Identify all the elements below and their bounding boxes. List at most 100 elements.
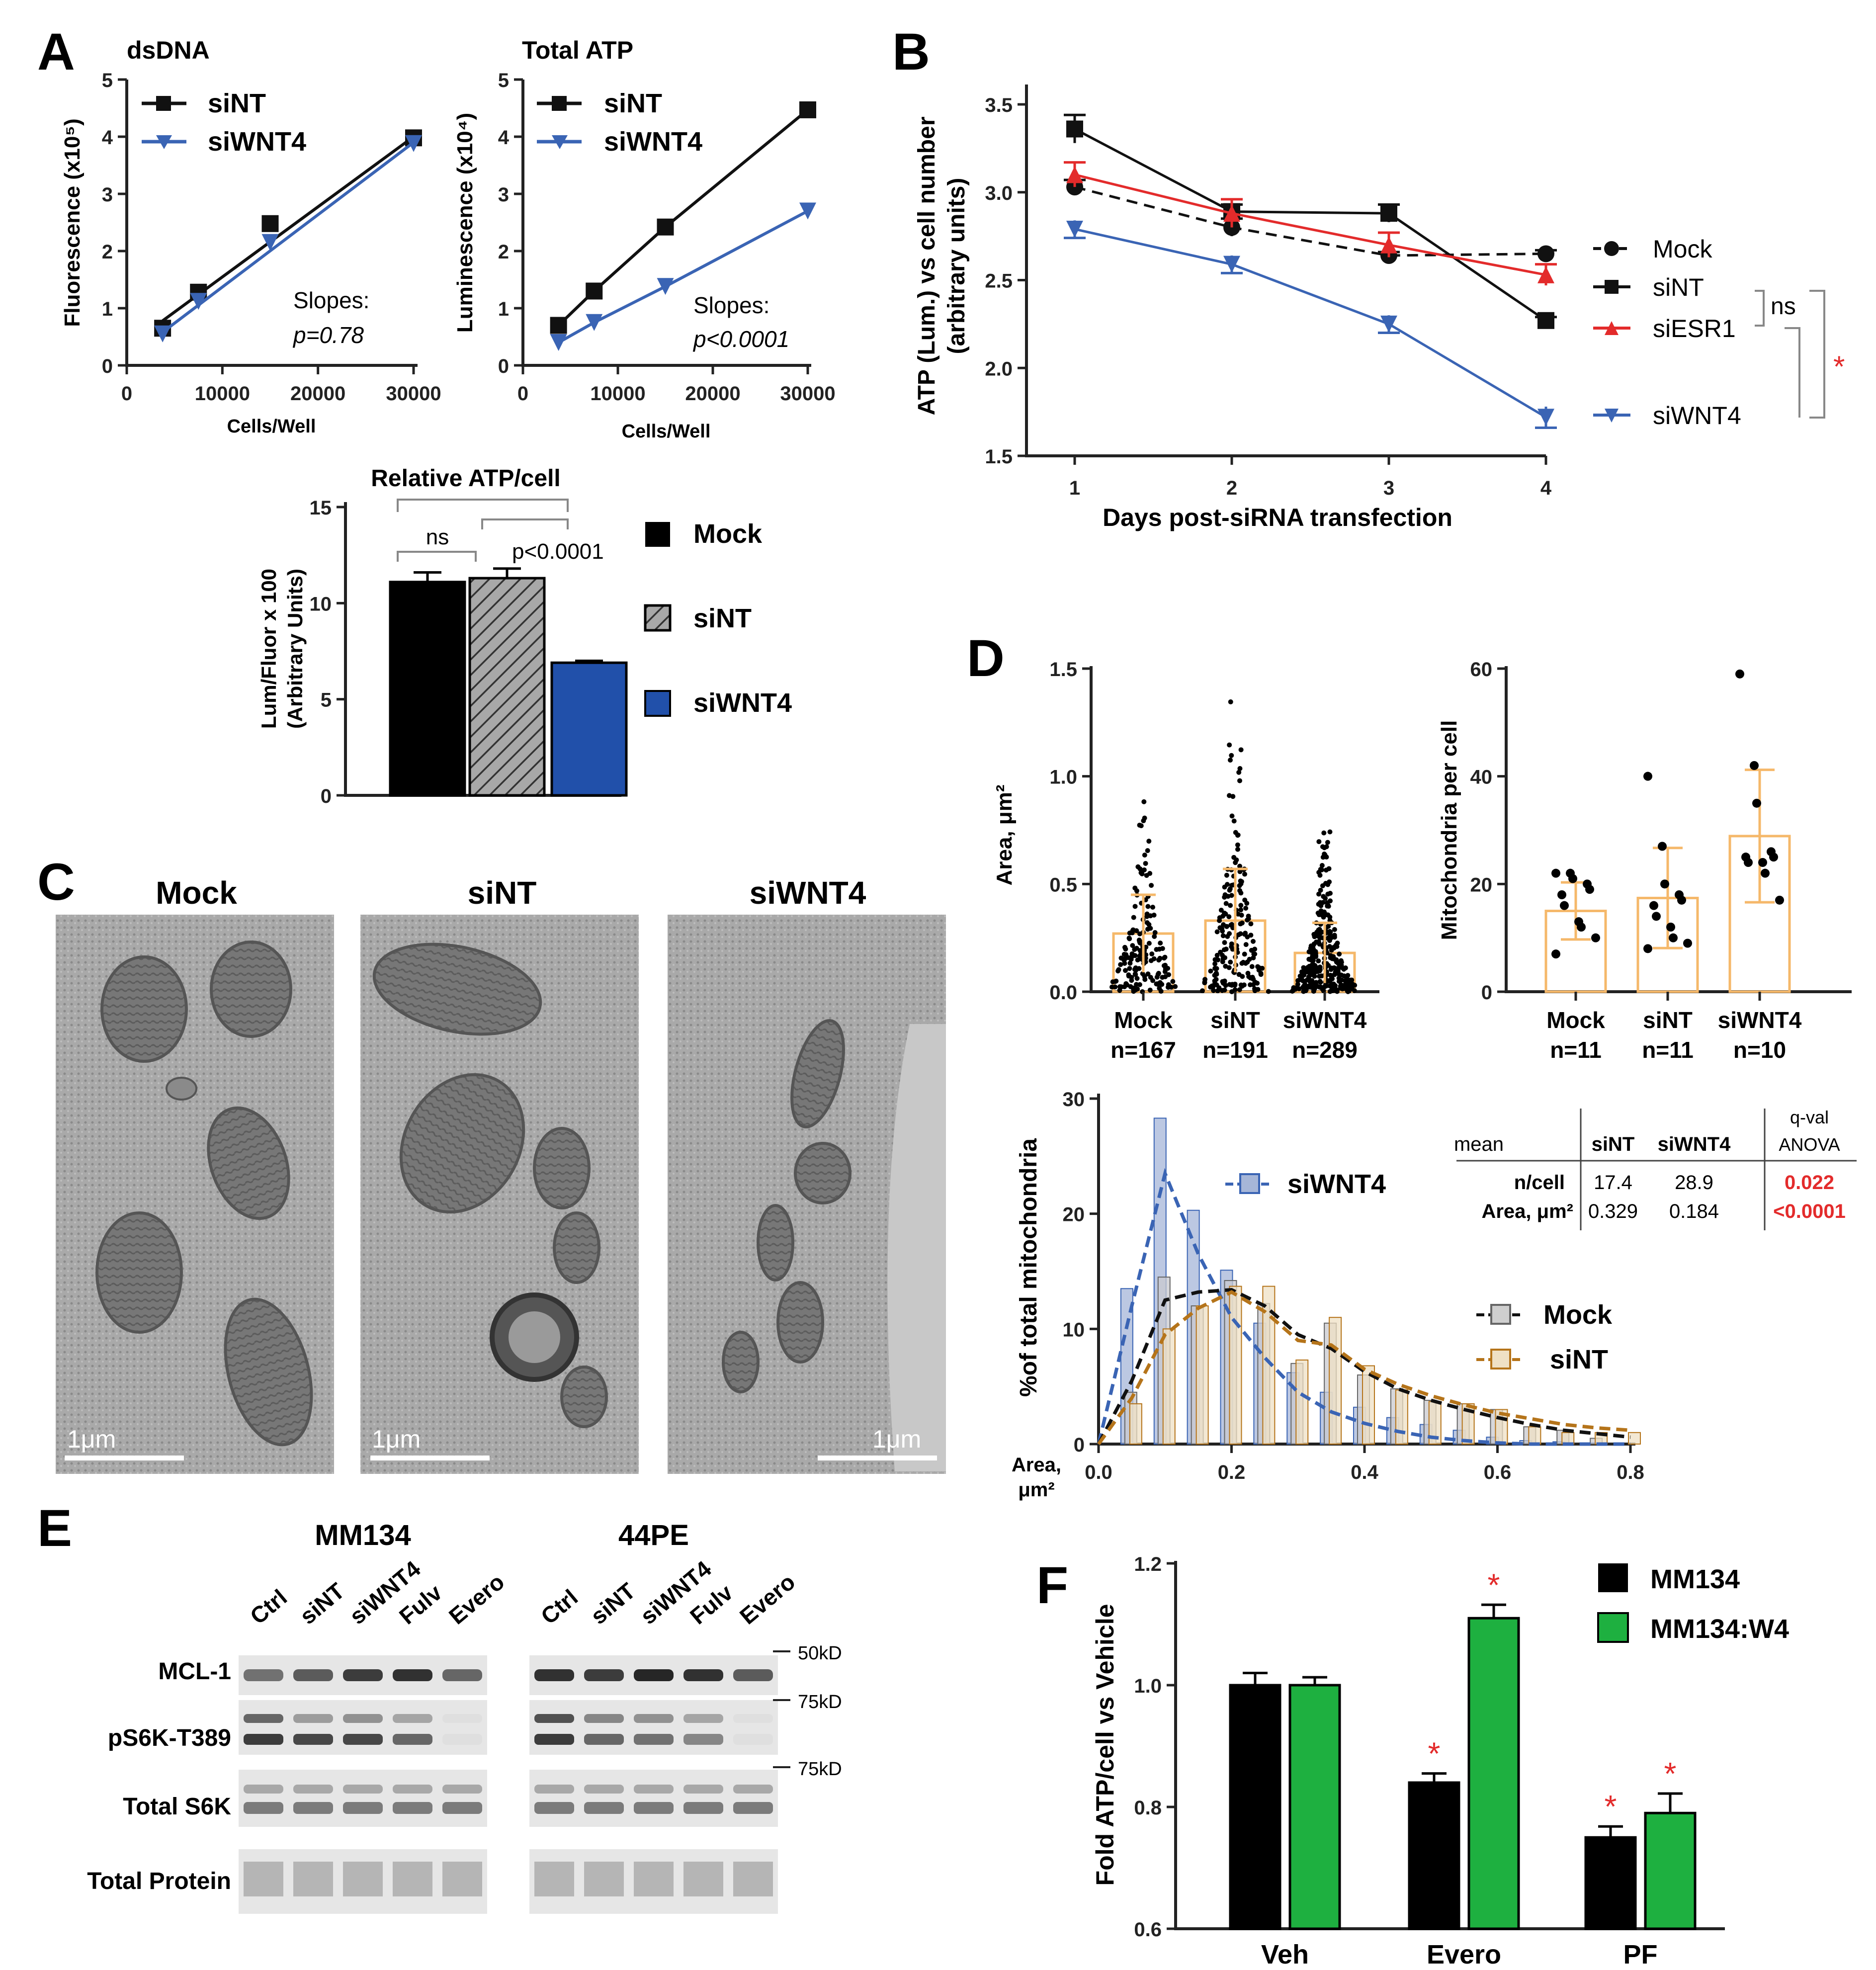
data-point-sint: [1252, 951, 1258, 957]
chart-a3-legend-siwnt4: siWNT4: [693, 688, 792, 718]
band-total-protein-44pe-siwnt4: [634, 1862, 674, 1896]
panel-label-e: E: [37, 1499, 72, 1557]
legend-swatch-mock: [645, 522, 670, 547]
point-siwnt4: [1537, 409, 1554, 426]
data-point-siwnt4: [1316, 901, 1321, 907]
chart-a3-relative-atp: Relative ATP/cell 0 5 10 15 Lum/Fluor x 100…: [257, 465, 792, 807]
em-scalebar-sint: 1μm: [372, 1425, 421, 1453]
data-point-sint: [1237, 766, 1243, 771]
legend-swatch-mm134: [1598, 1563, 1628, 1592]
data-point-mock: [1146, 839, 1152, 844]
chart-a1-ytick-label: 2: [102, 241, 113, 263]
data-point-mock: [1162, 954, 1168, 960]
band-ps6k-upper-mm134-evero: [442, 1714, 482, 1723]
table-row-area-q: <0.0001: [1773, 1200, 1846, 1222]
chart-a1-xlabel: Cells/Well: [227, 416, 316, 437]
chart-b-bracket-star-label: *: [1833, 350, 1845, 383]
point-sint: [1537, 312, 1554, 329]
chart-f-fold-atp: 0.6 0.8 1.0 1.2 Fold ATP/cell vs Vehicle Ve…: [1091, 1553, 1789, 1970]
data-point-mock: [1117, 984, 1123, 989]
chart-a1-ytick-label: 5: [102, 70, 113, 91]
data-point-sint: [1208, 968, 1213, 974]
chart-a1-xtick-label: 10000: [195, 383, 250, 405]
data-point-mock: [1158, 941, 1163, 946]
data-point-mock: [1122, 984, 1127, 990]
chart-a3-legend-mock: Mock: [693, 519, 763, 549]
data-point-sint: [1250, 939, 1256, 944]
data-point-sint: [1214, 966, 1219, 971]
data-point-siwnt4: [1735, 669, 1744, 679]
data-point-mock: [1154, 981, 1159, 987]
data-point-siwnt4: [1310, 972, 1315, 977]
data-point-siwnt4: [1319, 930, 1325, 935]
band-s6k-upper-44pe-siwnt4: [634, 1785, 674, 1794]
blot-lane-44pe-sint: siNT: [586, 1578, 640, 1629]
chart-a2-xtick-label: 30000: [780, 383, 835, 405]
chart-f-ytick-label: 0.8: [1134, 1797, 1162, 1819]
data-point-siwnt4: [1321, 830, 1327, 836]
band-s6k-upper-44pe-evero: [733, 1785, 773, 1794]
chart-a1-annotation-slopes: Slopes:: [293, 287, 369, 313]
data-point-siwnt4: [1334, 959, 1339, 965]
data-point-siwnt4: [1750, 761, 1759, 770]
blot-lane-mm134-evero: Evero: [444, 1569, 509, 1629]
band-s6k-lower-mm134-ctrl: [244, 1802, 283, 1814]
data-point-sint: [1237, 987, 1242, 992]
data-point-mock: [1118, 955, 1124, 961]
chart-b-bracket-star: [1809, 290, 1825, 419]
chart-b-xtick-label: 4: [1540, 477, 1552, 499]
significance-star-mm134-pf: *: [1605, 1789, 1617, 1824]
blot-row-mcl1: MCL-1: [158, 1658, 231, 1685]
data-point-mock: [1143, 952, 1149, 957]
data-point-mock: [1170, 979, 1176, 984]
band-ps6k-upper-44pe-siwnt4: [634, 1714, 674, 1723]
data-point-sint: [1218, 949, 1223, 955]
data-point-sint: [1213, 977, 1219, 982]
data-point-sint: [1243, 905, 1249, 911]
data-point-sint: [1256, 967, 1262, 973]
hist-bar-sint: [1162, 1328, 1176, 1445]
chart-f-ylabel: Fold ATP/cell vs Vehicle: [1091, 1604, 1119, 1886]
legend-swatch-mm134w4: [1597, 1612, 1629, 1643]
chart-a1-annotation-p: p=0.78: [292, 322, 364, 348]
chart-a2-ytick-label: 1: [498, 298, 509, 320]
band-mcl1-44pe-evero: [733, 1669, 773, 1681]
data-point-mock: [1130, 927, 1136, 933]
data-point-sint: [1242, 951, 1247, 957]
data-point-sint: [1223, 963, 1228, 969]
data-point-sint: [1242, 932, 1247, 937]
data-point-mock: [1123, 946, 1128, 952]
data-point-siwnt4: [1295, 982, 1300, 987]
band-ps6k-lower-mm134-fulv: [393, 1734, 432, 1745]
band-mcl1-mm134-fulv: [393, 1669, 432, 1681]
data-point-siwnt4: [1326, 963, 1331, 968]
data-point-sint: [1247, 956, 1252, 962]
point-sint: [657, 218, 674, 236]
blot-strip-44pe-total-s6k: [529, 1770, 778, 1827]
data-point-siwnt4: [1333, 969, 1338, 975]
data-point-mock: [1165, 965, 1171, 971]
fit-curve-sint: [1097, 1290, 1631, 1446]
data-point-siwnt4: [1305, 965, 1310, 970]
chart-a2-total-atp: Total ATP 0 1 2 3 4 5 0 10000 20000 30000 Lumines…: [453, 36, 836, 442]
point-mock: [1537, 245, 1554, 262]
chart-d2-ylabel: Mitochondria per cell: [1437, 720, 1461, 941]
chart-b-legend-sint: siNT: [1653, 273, 1704, 301]
band-total-protein-mm134-siwnt4: [343, 1862, 383, 1896]
band-total-protein-mm134-evero: [442, 1862, 482, 1896]
data-point-sint: [1240, 974, 1245, 979]
chart-a3-legend: Mock siNT siWNT4: [644, 519, 792, 718]
legend-circle-marker: [1604, 241, 1619, 256]
chart-d1-ytick-label: 0.0: [1049, 982, 1077, 1004]
chart-a2-ylabel: Luminescence (x10⁴): [453, 113, 477, 333]
chart-a1-ytick-label: 0: [102, 355, 113, 377]
chart-b-timecourse: 1.5 2.0 2.5 3.0 3.5 1 2 3 4 ATP (Lum.) vs cell n…: [914, 85, 1845, 531]
data-point-sint: [1238, 747, 1244, 753]
chart-b-ytick-label: 3.0: [985, 182, 1013, 204]
data-point-sint: [1658, 842, 1667, 851]
data-point-sint: [1666, 923, 1675, 932]
data-point-mock: [1145, 971, 1151, 977]
series-line-siwnt4: [1074, 228, 1547, 419]
data-point-sint: [1652, 912, 1661, 921]
data-point-sint: [1224, 924, 1230, 929]
